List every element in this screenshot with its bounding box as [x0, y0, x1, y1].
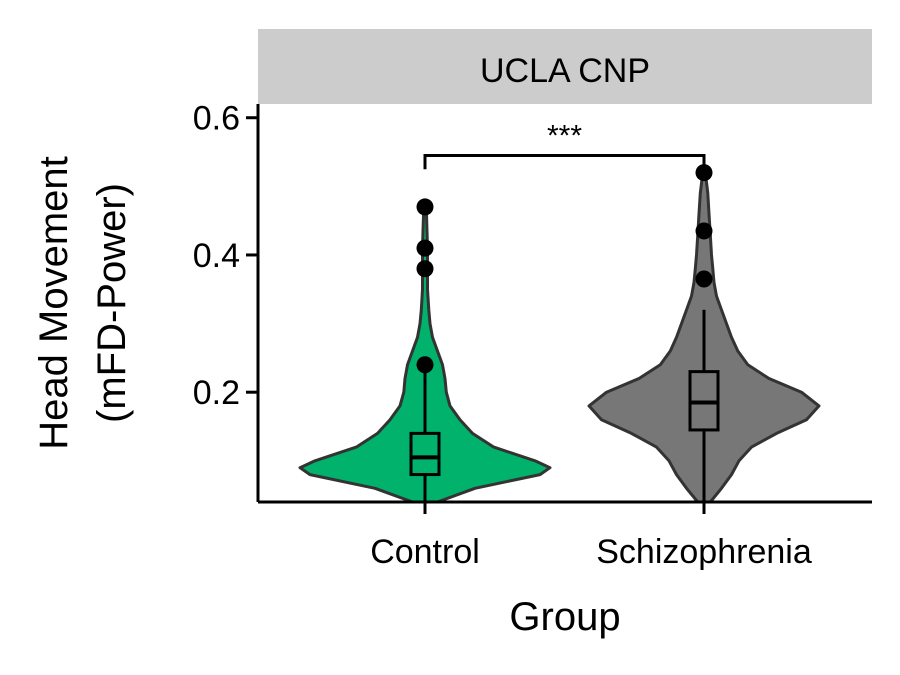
facet-label: UCLA CNP [480, 52, 650, 90]
outlier-point [416, 239, 434, 257]
outlier-point [416, 198, 434, 216]
significance-label: *** [547, 119, 582, 152]
x-tick-label: Schizophrenia [596, 533, 812, 571]
outlier-point [416, 356, 434, 374]
y-tick-label: 0.6 [193, 100, 240, 138]
outlier-point [695, 222, 713, 240]
outlier-point [695, 164, 713, 182]
y-tick-label: 0.4 [193, 237, 240, 275]
y-axis-title-line-1: Head Movement [32, 156, 76, 449]
y-tick-label: 0.2 [193, 374, 240, 412]
x-axis-title: Group [509, 595, 620, 639]
plot-area: *** [298, 119, 821, 504]
facet-strip [258, 29, 872, 104]
outlier-point [695, 270, 713, 288]
outlier-point [416, 260, 434, 278]
box-control [409, 431, 441, 477]
significance-bracket [423, 153, 706, 170]
axis-ticks: Control Schizophrenia 0.2 0.4 0.6 [193, 100, 812, 571]
x-tick-label: Control [370, 533, 480, 571]
y-axis-title-line-2: (mFD-Power) [90, 183, 134, 423]
